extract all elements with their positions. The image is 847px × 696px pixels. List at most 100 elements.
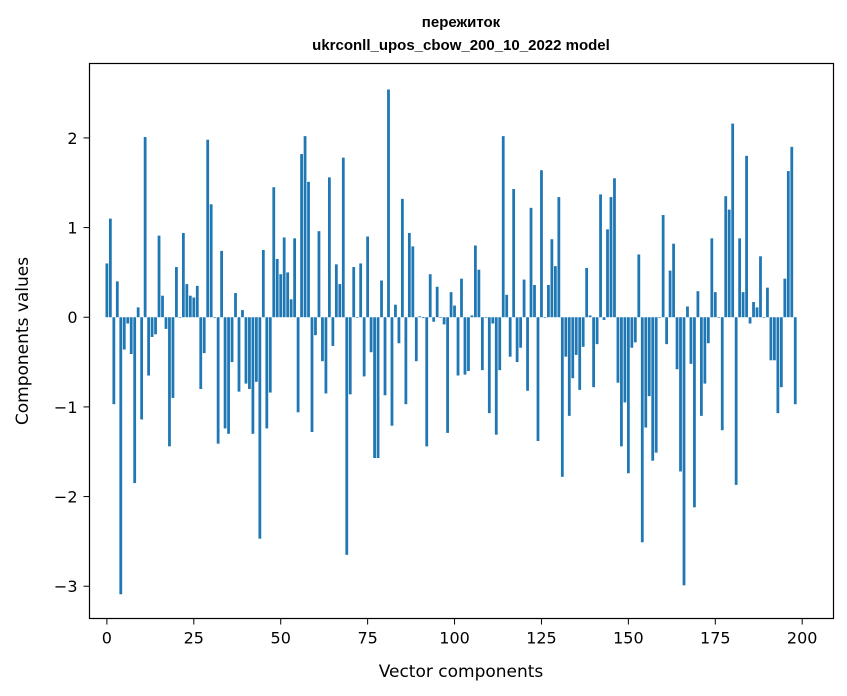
bar [449, 292, 453, 318]
bar [293, 238, 297, 318]
bar [738, 238, 742, 318]
bar [560, 317, 564, 477]
bar [480, 317, 484, 371]
bar [779, 317, 783, 388]
bar [644, 317, 648, 428]
bar [119, 317, 123, 595]
bar [418, 316, 422, 318]
bar [401, 198, 404, 318]
bar [192, 297, 196, 318]
bar [251, 317, 255, 434]
bar [693, 317, 696, 508]
y-tick-label: −2 [54, 488, 78, 507]
bar [529, 207, 533, 318]
bar [519, 317, 522, 348]
x-axis-label: Vector components [379, 662, 544, 682]
bar [658, 317, 662, 318]
bar [703, 317, 707, 384]
bar [373, 317, 376, 459]
bar [310, 317, 314, 433]
bar [581, 317, 585, 347]
bar [307, 181, 310, 318]
bar [654, 317, 658, 453]
bar [133, 317, 137, 484]
bar [467, 317, 470, 372]
bar [769, 317, 773, 361]
bar [668, 270, 672, 318]
bar [227, 317, 230, 434]
bar [432, 317, 436, 322]
bar [195, 285, 199, 318]
bar [442, 317, 446, 325]
bar [713, 292, 717, 318]
bar [366, 236, 370, 318]
bar [755, 307, 759, 318]
y-axis-label: Components values [13, 257, 33, 425]
bar [147, 317, 150, 376]
bar [498, 317, 502, 371]
bar [540, 170, 543, 318]
bar [672, 243, 675, 318]
bar [637, 254, 641, 318]
bar [456, 317, 460, 376]
bar-series [105, 89, 797, 595]
bar [786, 171, 790, 318]
bar [314, 317, 317, 336]
bar [706, 317, 710, 344]
bar [279, 274, 283, 318]
bar [682, 317, 686, 586]
bar [759, 256, 762, 318]
bar [248, 317, 251, 389]
chart-title: пережиток [422, 14, 501, 31]
bar [300, 154, 303, 318]
y-tick-label: −1 [54, 398, 78, 417]
bar [359, 263, 363, 318]
bar [533, 284, 536, 318]
bar [613, 178, 616, 318]
bar [717, 317, 721, 318]
chart-subtitle: ukrconll_upos_cbow_200_10_2022 model [312, 37, 610, 54]
bar [376, 317, 380, 459]
bar [773, 317, 776, 361]
bar [181, 232, 185, 318]
bar [543, 317, 547, 318]
bar [108, 218, 112, 318]
bar [289, 299, 293, 318]
bar [202, 317, 206, 354]
bar [220, 250, 224, 318]
x-tick-label: 125 [526, 629, 557, 648]
bar [720, 317, 724, 431]
bar [550, 239, 554, 318]
y-tick-label: 1 [67, 219, 77, 238]
bar [474, 245, 477, 318]
bar [303, 136, 307, 318]
bar [515, 317, 519, 363]
bar [105, 263, 109, 318]
bar [699, 317, 703, 416]
bar [209, 204, 213, 318]
bar [241, 310, 244, 318]
bar [126, 317, 130, 324]
x-tick-label: 150 [613, 629, 644, 648]
bar [171, 317, 175, 398]
bar [606, 229, 609, 318]
y-tick-label: −3 [54, 577, 78, 596]
y-tick-label: 2 [67, 129, 77, 148]
bar [453, 305, 456, 318]
bar [223, 317, 227, 429]
bar [651, 317, 655, 461]
bar [696, 291, 700, 318]
bar [762, 317, 766, 318]
bar [428, 274, 432, 318]
bar [665, 317, 669, 345]
bar [734, 317, 738, 485]
bar [188, 295, 192, 318]
bar [571, 317, 575, 379]
bar [178, 317, 182, 318]
bar [348, 317, 352, 395]
bar [553, 266, 557, 318]
bar [112, 317, 116, 405]
bar [435, 286, 439, 318]
bar [129, 317, 133, 355]
bar [790, 146, 794, 318]
